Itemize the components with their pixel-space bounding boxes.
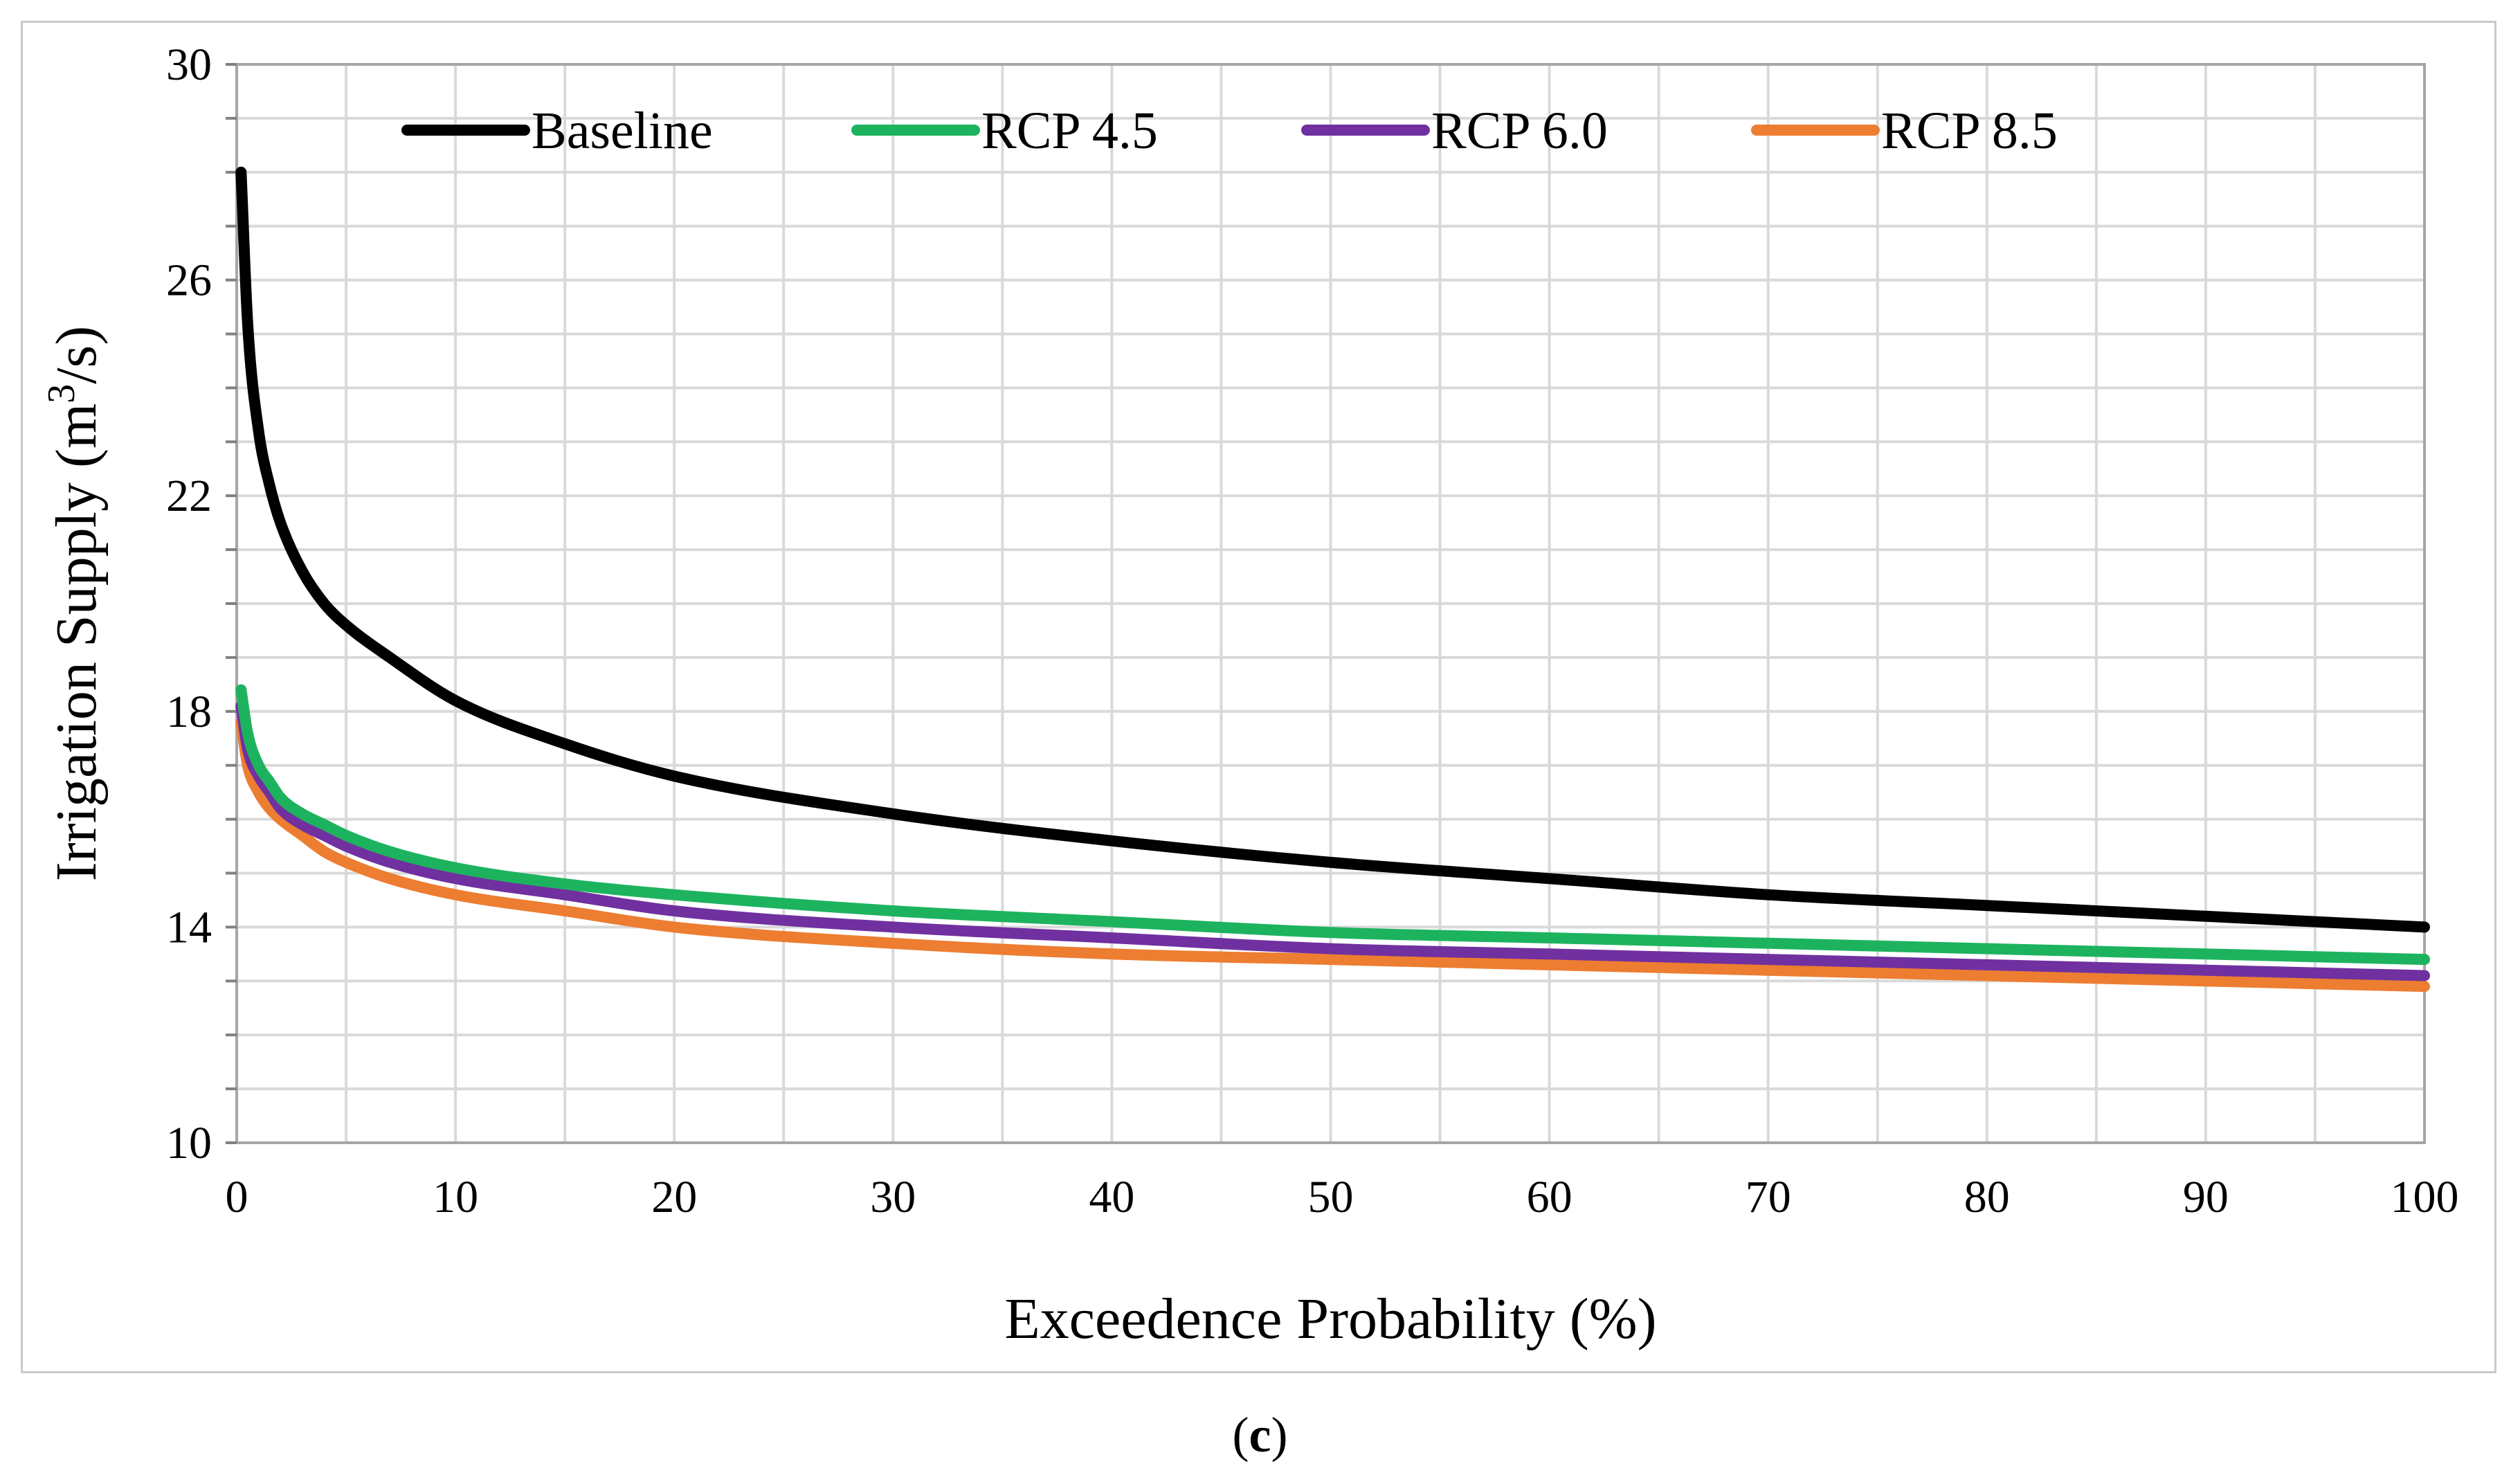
series-line-rcp-4-5 <box>235 684 2430 966</box>
series-line-rcp-8-5 <box>235 716 2430 993</box>
legend-label-rcp-4-5: RCP 4.5 <box>981 102 1158 160</box>
legend-label-rcp-6-0: RCP 6.0 <box>1431 102 1608 160</box>
x-tick-label: 90 <box>2183 1172 2229 1222</box>
series-line-rcp-6-0 <box>235 700 2430 981</box>
axis-layer: 10 14 18 22 26 30 0 10 20 30 40 50 60 70 80 90 100 <box>166 39 2459 1222</box>
x-tick-label: 10 <box>433 1172 478 1222</box>
caption-letter: c <box>1249 1407 1271 1463</box>
x-tick-label: 40 <box>1089 1172 1134 1222</box>
series-layer <box>235 166 2430 993</box>
x-tick-label: 100 <box>2391 1172 2459 1222</box>
legend-label-rcp-8-5: RCP 8.5 <box>1881 102 2058 160</box>
chart-frame: 10 14 18 22 26 30 0 10 20 30 40 50 60 70 80 90 100 Basel… <box>21 21 2496 1373</box>
x-tick-label: 50 <box>1308 1172 1354 1222</box>
series-line-baseline <box>235 166 2430 933</box>
y-axis-title-main: Irrigation Supply (m <box>44 404 109 882</box>
y-axis-title: Irrigation Supply (m3/s) <box>40 326 109 882</box>
y-tick-label: 22 <box>166 471 212 521</box>
x-tick-label: 70 <box>1746 1172 1791 1222</box>
y-tick-label: 10 <box>166 1118 212 1168</box>
x-tick-label: 20 <box>651 1172 697 1222</box>
x-tick-label: 60 <box>1527 1172 1572 1222</box>
y-tick-label: 30 <box>166 39 212 90</box>
x-axis-title: Exceedence Probability (%) <box>1004 1287 1656 1351</box>
legend-label-baseline: Baseline <box>532 102 713 160</box>
x-tick-label: 0 <box>226 1172 248 1222</box>
caption-close: ) <box>1271 1407 1288 1463</box>
y-axis-title-end: /s) <box>44 326 109 384</box>
y-tick-label: 18 <box>166 687 212 737</box>
x-tick-label: 30 <box>870 1172 916 1222</box>
exceedance-chart: 10 14 18 22 26 30 0 10 20 30 40 50 60 70 80 90 100 Basel… <box>40 39 2459 1351</box>
panel-caption: (c) <box>0 1406 2520 1464</box>
y-tick-label: 14 <box>166 902 212 952</box>
y-axis-title-superscript: 3 <box>40 384 83 404</box>
y-tick-label: 26 <box>166 255 212 306</box>
chart-legend: Baseline RCP 4.5 RCP 6.0 RCP 8.5 <box>401 102 2058 160</box>
x-tick-label: 80 <box>1964 1172 2010 1222</box>
caption-open: ( <box>1232 1407 1249 1463</box>
